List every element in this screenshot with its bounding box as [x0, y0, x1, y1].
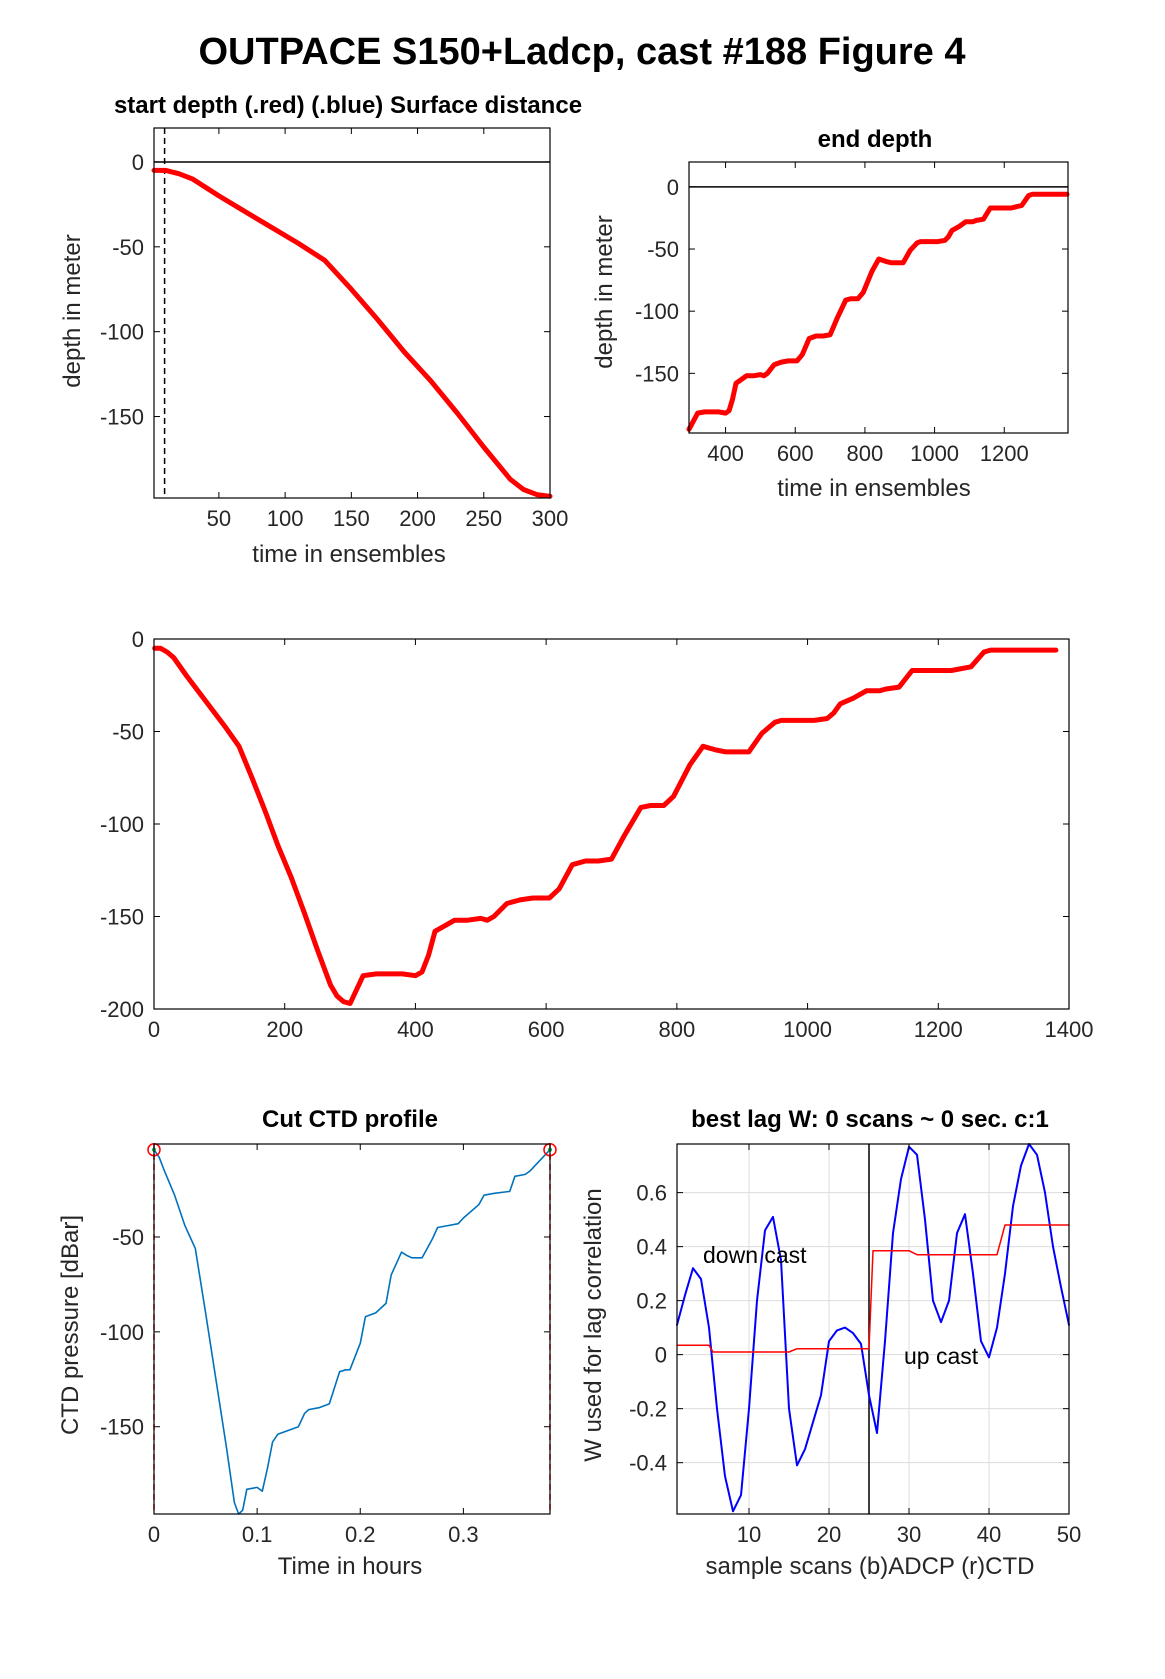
lag-correlation-panel: 10 20 30 40 50 0.6 0.4 0.2 0 -0.2 -0.4 best lag W: …	[580, 1106, 1081, 1580]
start-xtick-label: 150	[333, 506, 370, 531]
full-xtick-label: 1200	[914, 1017, 963, 1042]
ctd-xtick-label: 0	[148, 1522, 160, 1547]
end-ytick-label: -150	[635, 361, 679, 386]
end-xtick-label: 400	[707, 441, 744, 466]
full-ytick-label: -50	[112, 720, 144, 745]
end-ytick-label: -100	[635, 299, 679, 324]
start-ytick-label: -150	[100, 405, 144, 430]
start-depth-ylabel: depth in meter	[59, 234, 86, 387]
ctd-profile-panel: 0 0.1 0.2 0.3 -50 -100 -150 Cut CTD profile Time…	[57, 1106, 557, 1580]
end-xtick-label: 1200	[980, 441, 1029, 466]
ctd-plot-area	[154, 1144, 550, 1514]
full-ytick-label: -100	[100, 812, 144, 837]
start-ytick-label: 0	[132, 150, 144, 175]
ctd-xtick-label: 0.2	[345, 1522, 376, 1547]
full-series-red-line	[152, 645, 1059, 1006]
end-series-red-line	[686, 191, 1070, 432]
lag-xtick-label: 10	[737, 1522, 761, 1547]
full-xtick-label: 800	[658, 1017, 695, 1042]
lag-xtick-label: 20	[817, 1522, 841, 1547]
start-xtick-label: 200	[399, 506, 436, 531]
up-cast-annotation: up cast	[904, 1343, 979, 1369]
lag-ylabel: W used for lag correlation	[580, 1188, 607, 1461]
end-depth-xlabel: time in ensembles	[777, 475, 970, 502]
full-ytick-label: -200	[100, 997, 144, 1022]
lag-xtick-label: 30	[897, 1522, 921, 1547]
full-xtick-label: 400	[397, 1017, 434, 1042]
end-plot-area	[689, 162, 1068, 433]
end-xtick-label: 1000	[910, 441, 959, 466]
ctd-series-ctd_blue-line	[153, 1148, 551, 1515]
full-plot-area	[154, 639, 1069, 1009]
lag-axes-frame	[676, 1143, 1070, 1515]
start-plot-area	[154, 128, 550, 498]
end-depth-panel: 400 600 800 1000 1200 0 -50 -100 -150 end depth ti…	[591, 126, 1070, 502]
ctd-axes-frame	[153, 1143, 551, 1515]
end-ytick-label: -50	[647, 237, 679, 262]
full-xtick-label: 1000	[783, 1017, 832, 1042]
full-ytick-label: -150	[100, 905, 144, 930]
ctd-ytick-label: -150	[100, 1415, 144, 1440]
ctd-ytick-label: -50	[112, 1225, 144, 1250]
start-depth-title: start depth (.red) (.blue) Surface dista…	[114, 92, 582, 119]
lag-ytick-label: 0	[655, 1343, 667, 1368]
lag-ytick-label: 0.2	[636, 1289, 667, 1314]
ctd-xlabel: Time in hours	[278, 1553, 423, 1580]
end-ytick-label: 0	[667, 175, 679, 200]
start-xtick-label: 250	[465, 506, 502, 531]
full-xtick-label: 600	[528, 1017, 565, 1042]
lag-xtick-label: 50	[1057, 1522, 1081, 1547]
start-ytick-label: -100	[100, 320, 144, 345]
ctd-title: Cut CTD profile	[262, 1106, 438, 1133]
lag-ytick-label: 0.4	[636, 1235, 667, 1260]
start-axes-frame	[153, 127, 551, 499]
ctd-ylabel: CTD pressure [dBar]	[57, 1215, 84, 1435]
lag-ytick-label: 0.6	[636, 1181, 667, 1206]
lag-series-blue-line	[676, 1143, 1070, 1513]
full-profile-panel: 0 200 400 600 800 1000 1200 1400 0 -50 -100 -150 -20…	[100, 627, 1094, 1042]
lag-ytick-label: -0.4	[629, 1451, 667, 1476]
lag-title: best lag W: 0 scans ~ 0 sec. c:1	[691, 1106, 1049, 1133]
end-depth-title: end depth	[818, 126, 933, 153]
end-depth-ylabel: depth in meter	[591, 215, 618, 368]
lag-ytick-label: -0.2	[629, 1397, 667, 1422]
start-xtick-label: 50	[207, 506, 231, 531]
lag-xlabel: sample scans (b)ADCP (r)CTD	[706, 1553, 1035, 1580]
ctd-xtick-label: 0.1	[242, 1522, 273, 1547]
figure-title: OUTPACE S150+Ladcp, cast #188 Figure 4	[199, 31, 966, 73]
full-ytick-label: 0	[132, 627, 144, 652]
lag-plot-area	[677, 1144, 1069, 1514]
ctd-xtick-label: 0.3	[448, 1522, 479, 1547]
full-xtick-label: 1400	[1045, 1017, 1094, 1042]
down-cast-annotation: down cast	[703, 1242, 807, 1268]
end-xtick-label: 800	[847, 441, 884, 466]
start-xtick-label: 300	[532, 506, 569, 531]
end-xtick-label: 600	[777, 441, 814, 466]
start-depth-panel: 50 100 150 200 250 300 0 -50 -100 -150 start depth…	[59, 92, 582, 568]
start-ytick-label: -50	[112, 235, 144, 260]
start-depth-xlabel: time in ensembles	[252, 541, 445, 568]
lag-series-red-line	[676, 1224, 1070, 1353]
start-series-red-line	[151, 167, 553, 499]
full-xtick-label: 0	[148, 1017, 160, 1042]
end-axes-frame	[688, 161, 1069, 434]
ctd-ytick-label: -100	[100, 1320, 144, 1345]
start-xtick-label: 100	[267, 506, 304, 531]
full-xtick-label: 200	[266, 1017, 303, 1042]
lag-xtick-label: 40	[977, 1522, 1001, 1547]
